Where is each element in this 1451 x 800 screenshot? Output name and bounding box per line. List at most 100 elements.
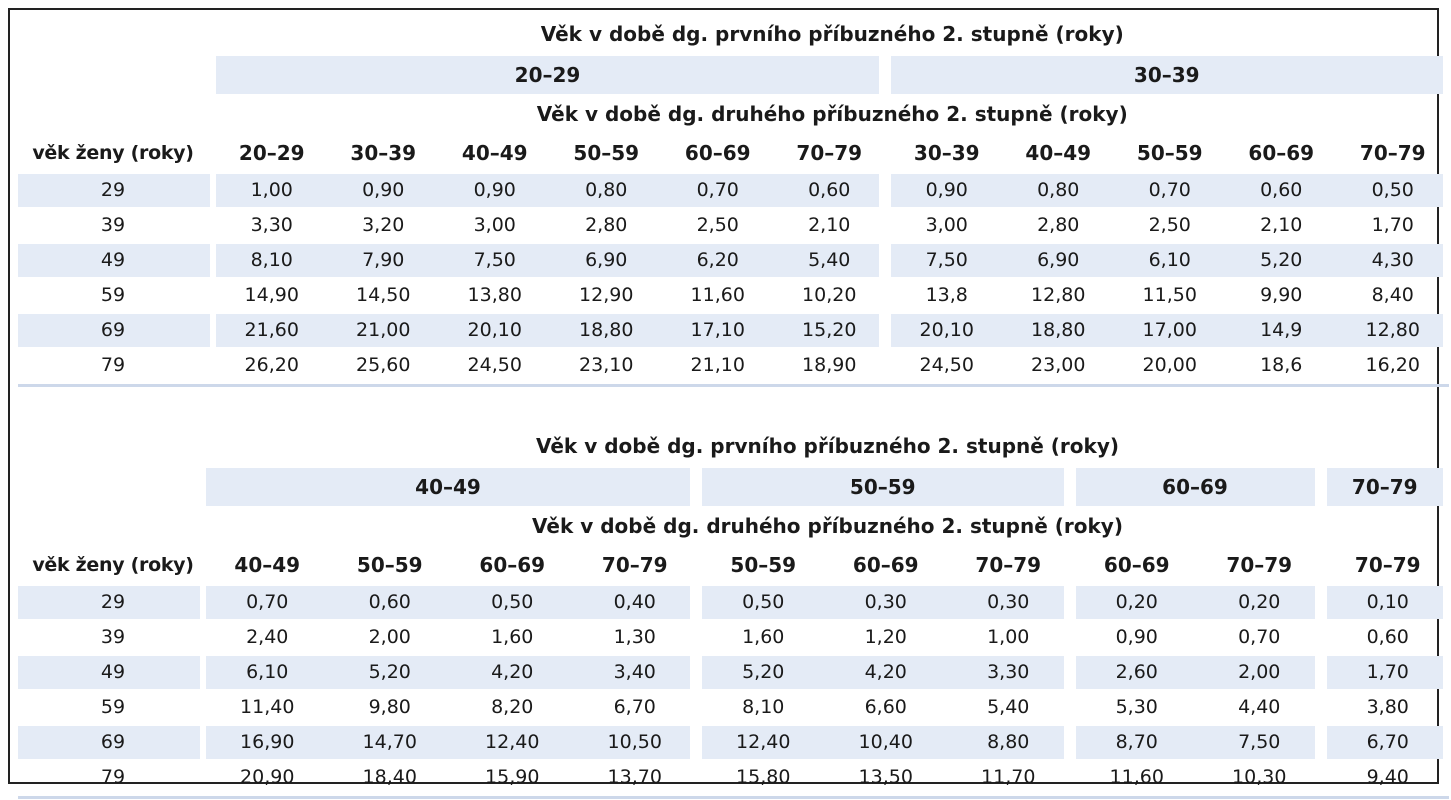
table-cell: 8,20: [491, 696, 534, 718]
table-cell: 6,60: [864, 696, 907, 718]
table-cell: 2,80: [585, 214, 628, 236]
table-cell: 8,40: [1371, 284, 1414, 306]
table-cell: 8,10: [742, 696, 785, 718]
column-header: 30–39: [350, 141, 417, 165]
group-band: 60–69: [1075, 468, 1315, 506]
table-cell: 9,80: [368, 696, 411, 718]
table-cell: 7,90: [362, 249, 405, 271]
table-cell: 14,70: [362, 731, 417, 753]
table-cell: 1,60: [742, 626, 785, 648]
group-band: 50–59: [702, 468, 1064, 506]
table-cell: 8,10: [250, 249, 293, 271]
table-cell: 0,90: [362, 179, 405, 201]
row-stripe: [206, 726, 690, 759]
table-cell: 11,60: [690, 284, 745, 306]
table-row: 59 14,90 14,50 13,80 12,90 11,60 10,20 13,8 12,8…: [18, 279, 1449, 314]
table-cell: 11,70: [981, 766, 1036, 788]
table-row: 29 0,70 0,60 0,50 0,40 0,50 0,30 0,30 0,20 0,20 0,…: [18, 586, 1449, 621]
table-cell: 1,20: [864, 626, 907, 648]
table-cell: 15,90: [485, 766, 540, 788]
table-row: 79 26,20 25,60 24,50 23,10 21,10 18,90 24,50 23,…: [18, 349, 1449, 384]
table-cell: 1,70: [1366, 661, 1409, 683]
risk-table-frame: Věk v době dg. prvního příbuzného 2. stu…: [8, 8, 1449, 799]
row-age-label: 79: [100, 766, 126, 788]
group-label: 70–79: [1351, 475, 1418, 499]
table-cell: 2,40: [246, 626, 289, 648]
column-header: 70–79: [1226, 553, 1293, 577]
table-cell: 3,80: [1366, 696, 1409, 718]
table-cell: 6,10: [1148, 249, 1191, 271]
table-cell: 23,10: [579, 354, 634, 376]
table-row: 29 1,00 0,90 0,90 0,80 0,70 0,60 0,90 0,80 0,70 0,…: [18, 174, 1449, 209]
table-cell: 0,60: [1260, 179, 1303, 201]
table-cell: 1,00: [250, 179, 293, 201]
table-cell: 0,40: [613, 591, 656, 613]
column-header: 70–79: [1354, 553, 1421, 577]
table-cell: 12,80: [1365, 319, 1420, 341]
table-row: 49 8,10 7,90 7,50 6,90 6,20 5,40 7,50 6,90 6,10 5,…: [18, 244, 1449, 279]
table-cell: 3,30: [250, 214, 293, 236]
second-relative-age-heading: Věk v době dg. druhého příbuzného 2. stu…: [532, 514, 1123, 538]
group-label: 60–69: [1162, 475, 1228, 499]
row-stripe: [1326, 586, 1443, 619]
table-cell: 10,30: [1232, 766, 1287, 788]
table-cell: 11,40: [240, 696, 295, 718]
table-cell: 23,00: [1031, 354, 1086, 376]
column-header: 40–49: [234, 553, 301, 577]
table-cell: 3,30: [987, 661, 1030, 683]
group-band: 20–29: [216, 56, 879, 94]
table-cell: 1,60: [491, 626, 534, 648]
row-age-label: 39: [100, 214, 126, 236]
group-label: 50–59: [849, 475, 916, 499]
table-cell: 0,90: [473, 179, 516, 201]
table-cell: 2,00: [368, 626, 411, 648]
row-age-label: 69: [100, 731, 126, 753]
table-cell: 21,60: [244, 319, 299, 341]
column-header: 60–69: [1103, 553, 1170, 577]
table-cell: 16,90: [240, 731, 295, 753]
table-bottom-rule: [18, 384, 1449, 387]
column-header: 40–49: [461, 141, 528, 165]
table-cell: 12,40: [485, 731, 540, 753]
table-cell: 0,70: [1148, 179, 1191, 201]
table-cell: 24,50: [467, 354, 522, 376]
first-relative-age-heading: Věk v době dg. prvního příbuzného 2. stu…: [535, 434, 1120, 458]
table-cell: 14,9: [1260, 319, 1303, 341]
table-cell: 13,70: [607, 766, 662, 788]
row-age-label: 29: [100, 591, 126, 613]
table-row: 39 3,30 3,20 3,00 2,80 2,50 2,10 3,00 2,80 2,50 2,…: [18, 209, 1449, 244]
row-stripe: [216, 244, 879, 277]
table-cell: 4,30: [1371, 249, 1414, 271]
table-cell: 0,70: [1238, 626, 1281, 648]
row-stripe: [206, 586, 690, 619]
table-row: 69 16,90 14,70 12,40 10,50 12,40 10,40 8,80 8,70…: [18, 726, 1449, 761]
group-label: 30–39: [1133, 63, 1200, 87]
table-cell: 2,10: [808, 214, 851, 236]
table-cell: 7,50: [1238, 731, 1281, 753]
table-cell: 0,30: [864, 591, 907, 613]
table-cell: 20,90: [240, 766, 295, 788]
row-stripe: [1326, 656, 1443, 689]
table-cell: 26,20: [244, 354, 299, 376]
table-cell: 21,10: [690, 354, 745, 376]
row-stripe: [891, 244, 1443, 277]
table-cell: 2,50: [696, 214, 739, 236]
table-cell: 6,90: [585, 249, 628, 271]
column-header: 70–79: [1359, 141, 1426, 165]
table-cell: 4,40: [1238, 696, 1281, 718]
table-cell: 8,70: [1115, 731, 1158, 753]
table-cell: 7,50: [473, 249, 516, 271]
table-cell: 3,00: [925, 214, 968, 236]
table-cell: 0,20: [1115, 591, 1158, 613]
table-cell: 2,60: [1115, 661, 1158, 683]
column-header: 60–69: [479, 553, 546, 577]
table-cell: 13,8: [925, 284, 968, 306]
table-cell: 0,70: [696, 179, 739, 201]
table-cell: 20,00: [1142, 354, 1197, 376]
table-cell: 25,60: [356, 354, 411, 376]
column-header: 20–29: [238, 141, 305, 165]
table-cell: 5,20: [1260, 249, 1303, 271]
row-stripe: [18, 586, 200, 619]
group-band-background: [891, 56, 1443, 94]
table-cell: 16,20: [1365, 354, 1420, 376]
